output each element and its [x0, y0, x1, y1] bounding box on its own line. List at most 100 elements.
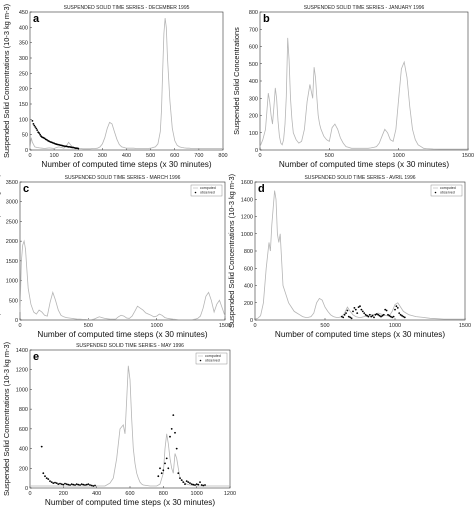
observed-point	[192, 483, 195, 486]
x-tick-label: 600	[170, 153, 179, 159]
y-tick-label: 500	[9, 298, 18, 304]
observed-point	[194, 484, 196, 486]
x-tick-label: 500	[146, 153, 155, 159]
x-tick-label: 500	[325, 153, 334, 159]
plot-frame	[19, 181, 226, 321]
x-tick-label: 1000	[151, 323, 163, 329]
y-tick-label: 800	[19, 407, 28, 413]
chart-panel-c: SUSPENDED SOLID TIME SERIES - MARCH 1996…	[0, 174, 231, 339]
y-tick-label: 1400	[241, 197, 253, 203]
observed-point	[45, 477, 48, 479]
observed-point	[199, 481, 201, 483]
observed-point	[162, 469, 165, 472]
observed-point	[182, 481, 185, 483]
observed-point	[357, 306, 360, 308]
y-tick-label: 200	[244, 301, 253, 307]
x-axis-label: Number of computed time steps (x 30 minu…	[45, 498, 215, 507]
observed-point	[385, 309, 388, 312]
observed-point	[42, 472, 45, 475]
observed-point	[187, 481, 190, 483]
x-tick-label: 400	[122, 153, 131, 159]
legend-entry: computed	[205, 354, 221, 358]
x-tick-label: 100	[50, 153, 59, 159]
observed-point	[204, 484, 206, 486]
observed-point	[167, 467, 170, 470]
observed-point	[345, 312, 347, 314]
panel-letter: e	[33, 351, 39, 363]
legend-entry: computed	[200, 186, 216, 190]
plot-frame	[254, 181, 466, 321]
observed-point	[384, 308, 387, 311]
observed-point	[43, 137, 46, 140]
observed-point	[391, 316, 394, 319]
y-tick-label: 3500	[6, 180, 18, 186]
x-tick-label: 1000	[389, 323, 401, 329]
x-tick-label: 1000	[393, 153, 405, 159]
observed-point	[34, 126, 37, 128]
observed-point	[175, 447, 178, 450]
y-tick-label: 700	[249, 27, 258, 33]
y-tick-label: 350	[19, 41, 28, 47]
y-axis-label: Suspended Solid Concentrations (10-3 kg …	[2, 342, 11, 496]
y-tick-label: 100	[249, 131, 258, 137]
observed-point	[52, 482, 55, 484]
y-tick-label: 50	[22, 133, 28, 139]
observed-point	[84, 484, 86, 486]
observed-point	[359, 305, 361, 308]
observed-point	[164, 462, 166, 465]
x-tick-label: 500	[84, 323, 93, 329]
chart-title: SUSPENDED SOLID TIME SERIES - MAY 1996	[76, 343, 184, 349]
x-tick-label: 0	[258, 153, 261, 159]
observed-point	[82, 483, 85, 486]
chart-panel-b: SUSPENDED SOLID TIME SERIES - JANUARY 19…	[232, 5, 474, 169]
observed-point	[47, 478, 50, 480]
observed-point	[378, 314, 381, 317]
observed-point	[67, 483, 70, 486]
observed-point	[370, 315, 373, 318]
observed-point	[179, 477, 181, 479]
observed-point	[202, 484, 205, 487]
observed-point	[375, 313, 378, 315]
observed-point	[347, 315, 350, 318]
observed-point	[92, 485, 95, 487]
x-tick-label: 400	[92, 491, 101, 497]
x-tick-label: 1000	[191, 491, 203, 497]
y-tick-label: 200	[19, 87, 28, 93]
plot-frame	[29, 11, 224, 151]
x-tick-label: 300	[98, 153, 107, 159]
observed-point	[374, 313, 377, 316]
x-tick-label: 1200	[224, 491, 236, 497]
observed-point	[64, 482, 66, 485]
observed-point	[77, 483, 80, 486]
observed-point	[368, 313, 371, 316]
observed-point	[185, 480, 188, 482]
legend-observed-swatch	[194, 191, 197, 194]
observed-point	[32, 123, 35, 125]
x-tick-label: 800	[218, 153, 227, 159]
x-tick-label: 0	[253, 323, 256, 329]
x-tick-label: 1500	[462, 153, 474, 159]
observed-point	[49, 480, 51, 482]
observed-point	[87, 483, 90, 485]
x-tick-label: 200	[74, 153, 83, 159]
y-axis-label: Suspended Solid Concentrations (10-3 kg …	[2, 4, 11, 158]
chart-title: SUSPENDED SOLID TIME SERIES - DECEMBER 1…	[64, 5, 190, 11]
observed-point	[392, 315, 395, 318]
legend-entry: observed	[440, 191, 455, 195]
y-tick-label: 600	[244, 266, 253, 272]
legend-observed-swatch	[434, 191, 437, 194]
observed-point	[80, 483, 83, 485]
y-tick-label: 300	[249, 96, 258, 102]
observed-point	[403, 316, 406, 319]
observed-point	[38, 132, 41, 135]
y-tick-label: 0	[15, 318, 18, 324]
observed-point	[398, 312, 401, 314]
y-tick-label: 1200	[241, 215, 253, 221]
observed-point	[172, 414, 175, 416]
y-tick-label: 100	[19, 117, 28, 123]
x-tick-label: 200	[59, 491, 68, 497]
y-tick-label: 400	[19, 447, 28, 453]
observed-point	[39, 133, 41, 136]
